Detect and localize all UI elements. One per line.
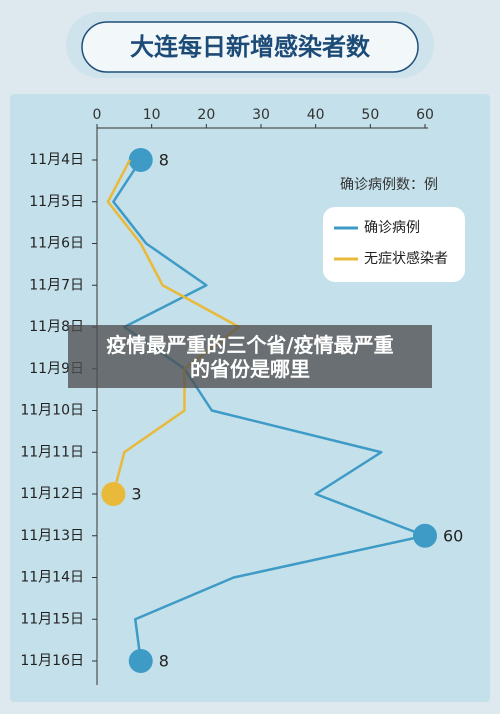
x-tick-label: 40 [307,107,325,123]
chart-title: 大连每日新增感染者数 [130,33,371,61]
x-tick-label: 10 [143,107,161,123]
endpoint-marker [128,649,153,673]
legend-label: 确诊病例 [364,220,420,236]
data-label: 3 [131,485,141,504]
y-tick-label: 11月7日 [29,277,84,293]
y-tick-label: 11月6日 [29,236,84,252]
overlay-caption: 疫情最严重的三个省/疫情最严重的省份是哪里 [68,325,432,388]
title-box [81,21,419,73]
endpoint-marker [101,482,126,506]
y-tick-label: 11月4日 [29,152,84,168]
x-tick-label: 30 [252,107,270,123]
legend-title: 确诊病例数：例 [340,177,438,193]
caption-text: 疫情最严重的三个省/疫情最严重的省份是哪里 [106,332,394,381]
endpoint-marker [128,148,153,172]
series-line [112,159,427,662]
y-tick-label: 11月14日 [20,570,84,586]
x-tick-label: 0 [93,107,102,123]
data-label: 8 [159,151,169,170]
x-tick-label: 50 [361,107,379,123]
y-tick-label: 11月10日 [20,403,84,419]
y-tick-label: 11月13日 [20,528,84,544]
y-tick-label: 11月11日 [20,444,84,460]
x-tick-label: 20 [197,107,215,123]
x-tick-label: 60 [416,107,434,123]
data-label: 60 [443,526,463,545]
y-tick-label: 11月12日 [20,486,84,502]
endpoint-marker [413,523,437,548]
y-tick-label: 11月5日 [29,194,84,210]
y-tick-label: 11月16日 [20,653,84,669]
data-label: 8 [159,652,169,671]
legend-label: 无症状感染者 [364,250,448,267]
legend-box [323,207,465,282]
y-tick-label: 11月15日 [20,611,84,627]
